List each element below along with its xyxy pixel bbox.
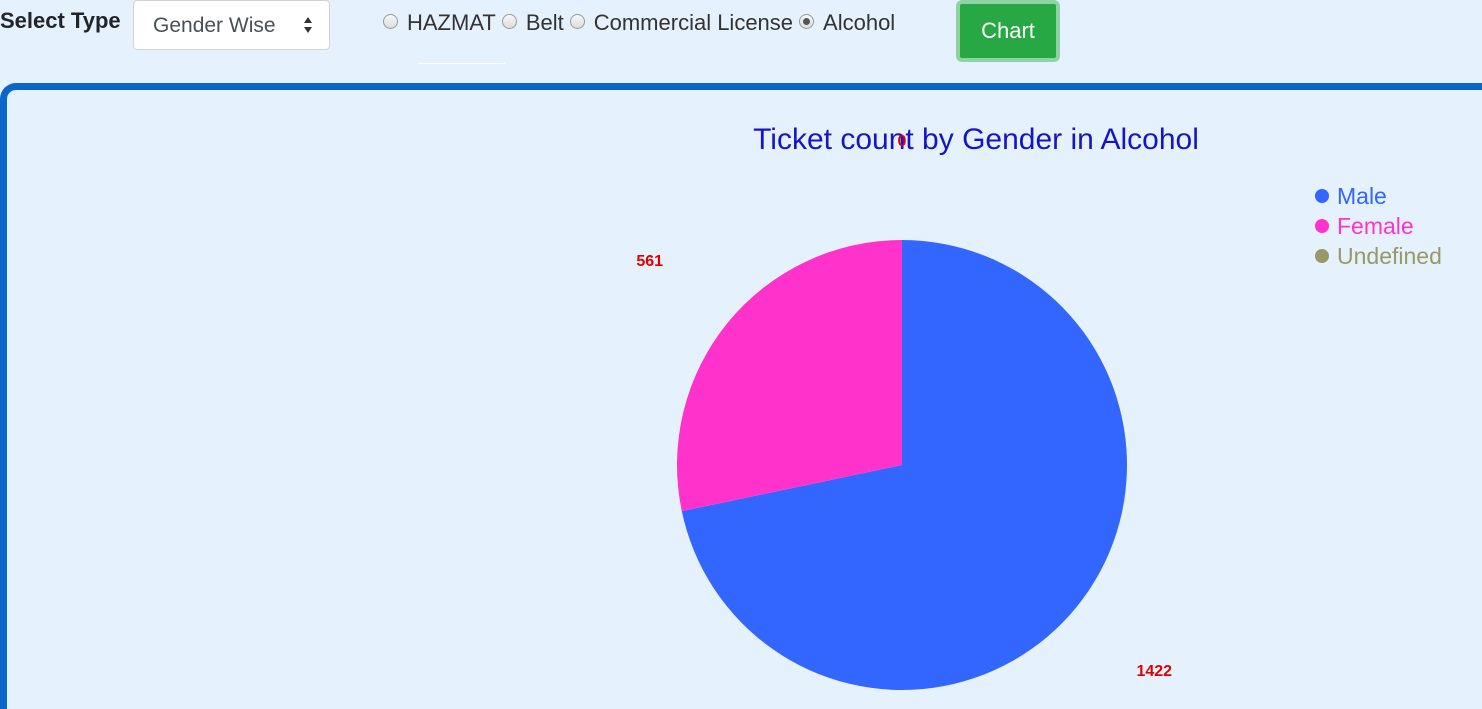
pie-slice-male <box>681 240 1127 691</box>
pie-slice-female <box>677 240 902 512</box>
legend-marker-female <box>1315 219 1329 233</box>
type-select-dropdown[interactable]: Gender Wise <box>133 0 330 50</box>
radio-hazmat-circle[interactable] <box>383 13 398 29</box>
radio-commercial-license-circle[interactable] <box>569 13 585 29</box>
value-label-male: 1422 <box>1136 663 1172 680</box>
chart-title: Ticket count by Gender in Alcohol <box>753 123 1199 156</box>
legend-label-male: Male <box>1337 183 1387 209</box>
type-select-value: Gender Wise <box>153 14 276 37</box>
legend-item-female[interactable]: Female <box>1315 213 1414 239</box>
radio-belt-circle[interactable] <box>501 13 517 29</box>
value-label-undefined: 0 <box>898 133 907 150</box>
legend-label-female: Female <box>1337 213 1414 239</box>
radio-alcohol-circle[interactable] <box>799 13 815 29</box>
radio-belt-label: Belt <box>525 10 564 35</box>
legend-item-male[interactable]: Male <box>1315 183 1387 209</box>
pie-value-labels: 1422 561 0 <box>636 133 1172 680</box>
radio-belt[interactable]: Belt <box>501 10 564 36</box>
legend-item-undefined[interactable]: Undefined <box>1315 243 1442 269</box>
updown-caret-icon <box>304 17 312 33</box>
radio-hazmat-label: HAZMAT <box>407 10 496 35</box>
radio-commercial-license-label: Commercial License <box>593 10 794 35</box>
radio-commercial-license[interactable]: Commercial License <box>569 10 794 36</box>
radio-alcohol-label: Alcohol <box>823 10 896 35</box>
select-type-label: Select Type <box>0 8 121 33</box>
chart-button[interactable]: Chart <box>956 0 1060 62</box>
legend-label-undefined: Undefined <box>1337 243 1442 269</box>
pie-slices <box>677 240 1127 691</box>
value-label-female: 561 <box>636 253 663 270</box>
divider <box>419 63 505 64</box>
legend-marker-male <box>1315 189 1329 203</box>
radio-hazmat[interactable]: HAZMAT <box>383 10 496 36</box>
category-radio-group: HAZMAT Belt Commercial License Alcohol <box>383 8 901 38</box>
radio-alcohol[interactable]: Alcohol <box>799 10 895 36</box>
legend-marker-undefined <box>1315 249 1329 263</box>
chart-legend: Male Female Undefined <box>1315 183 1442 269</box>
